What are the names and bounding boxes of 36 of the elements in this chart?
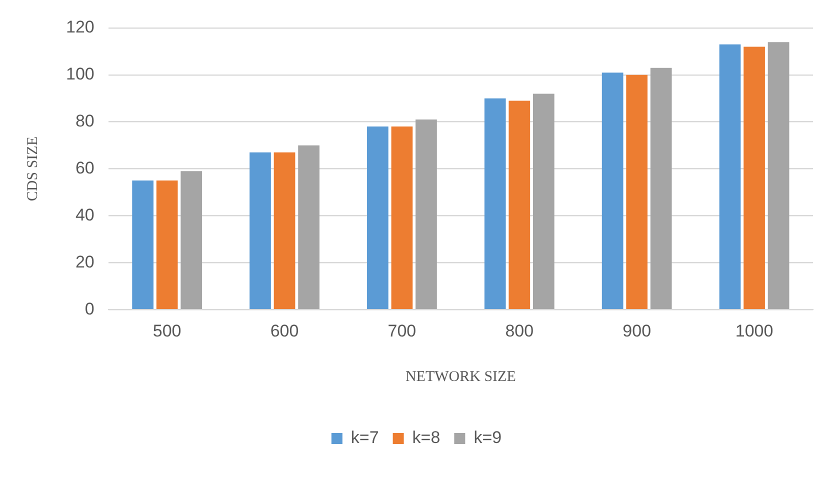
y-axis-title: CDS SIZE bbox=[24, 136, 41, 202]
bar bbox=[298, 145, 320, 309]
x-tick-label: 500 bbox=[152, 321, 182, 340]
y-tick-label: 120 bbox=[66, 18, 94, 37]
y-tick-label: 80 bbox=[75, 112, 94, 131]
bar bbox=[367, 126, 388, 309]
bar bbox=[508, 100, 530, 309]
x-tick-label: 800 bbox=[505, 321, 534, 340]
bar bbox=[602, 72, 624, 309]
x-tick-label: 1000 bbox=[735, 321, 774, 340]
y-tick-label: 40 bbox=[75, 205, 94, 224]
bar bbox=[391, 126, 413, 309]
bar bbox=[156, 180, 178, 309]
y-tick-label: 0 bbox=[84, 299, 94, 318]
bar bbox=[532, 94, 554, 309]
bar bbox=[484, 98, 506, 309]
bar bbox=[626, 74, 648, 309]
x-tick-label: 600 bbox=[270, 321, 299, 340]
bar bbox=[416, 120, 437, 309]
bar bbox=[250, 152, 271, 309]
bar bbox=[132, 180, 154, 309]
legend-label: k=9 bbox=[474, 428, 502, 448]
x-tick-label: 700 bbox=[388, 321, 416, 340]
bar bbox=[274, 152, 296, 309]
bar bbox=[744, 46, 765, 309]
legend-label: k=8 bbox=[412, 428, 440, 448]
bar bbox=[650, 68, 672, 309]
y-tick-label: 20 bbox=[75, 252, 94, 272]
bar bbox=[180, 171, 202, 309]
y-tick-label: 60 bbox=[75, 158, 94, 178]
x-axis-title: NETWORK SIZE bbox=[405, 368, 516, 385]
bar bbox=[719, 44, 741, 309]
x-tick-label: 900 bbox=[622, 321, 652, 340]
legend-label: k=7 bbox=[350, 428, 379, 448]
y-tick-label: 100 bbox=[66, 64, 94, 84]
bar bbox=[768, 42, 790, 309]
